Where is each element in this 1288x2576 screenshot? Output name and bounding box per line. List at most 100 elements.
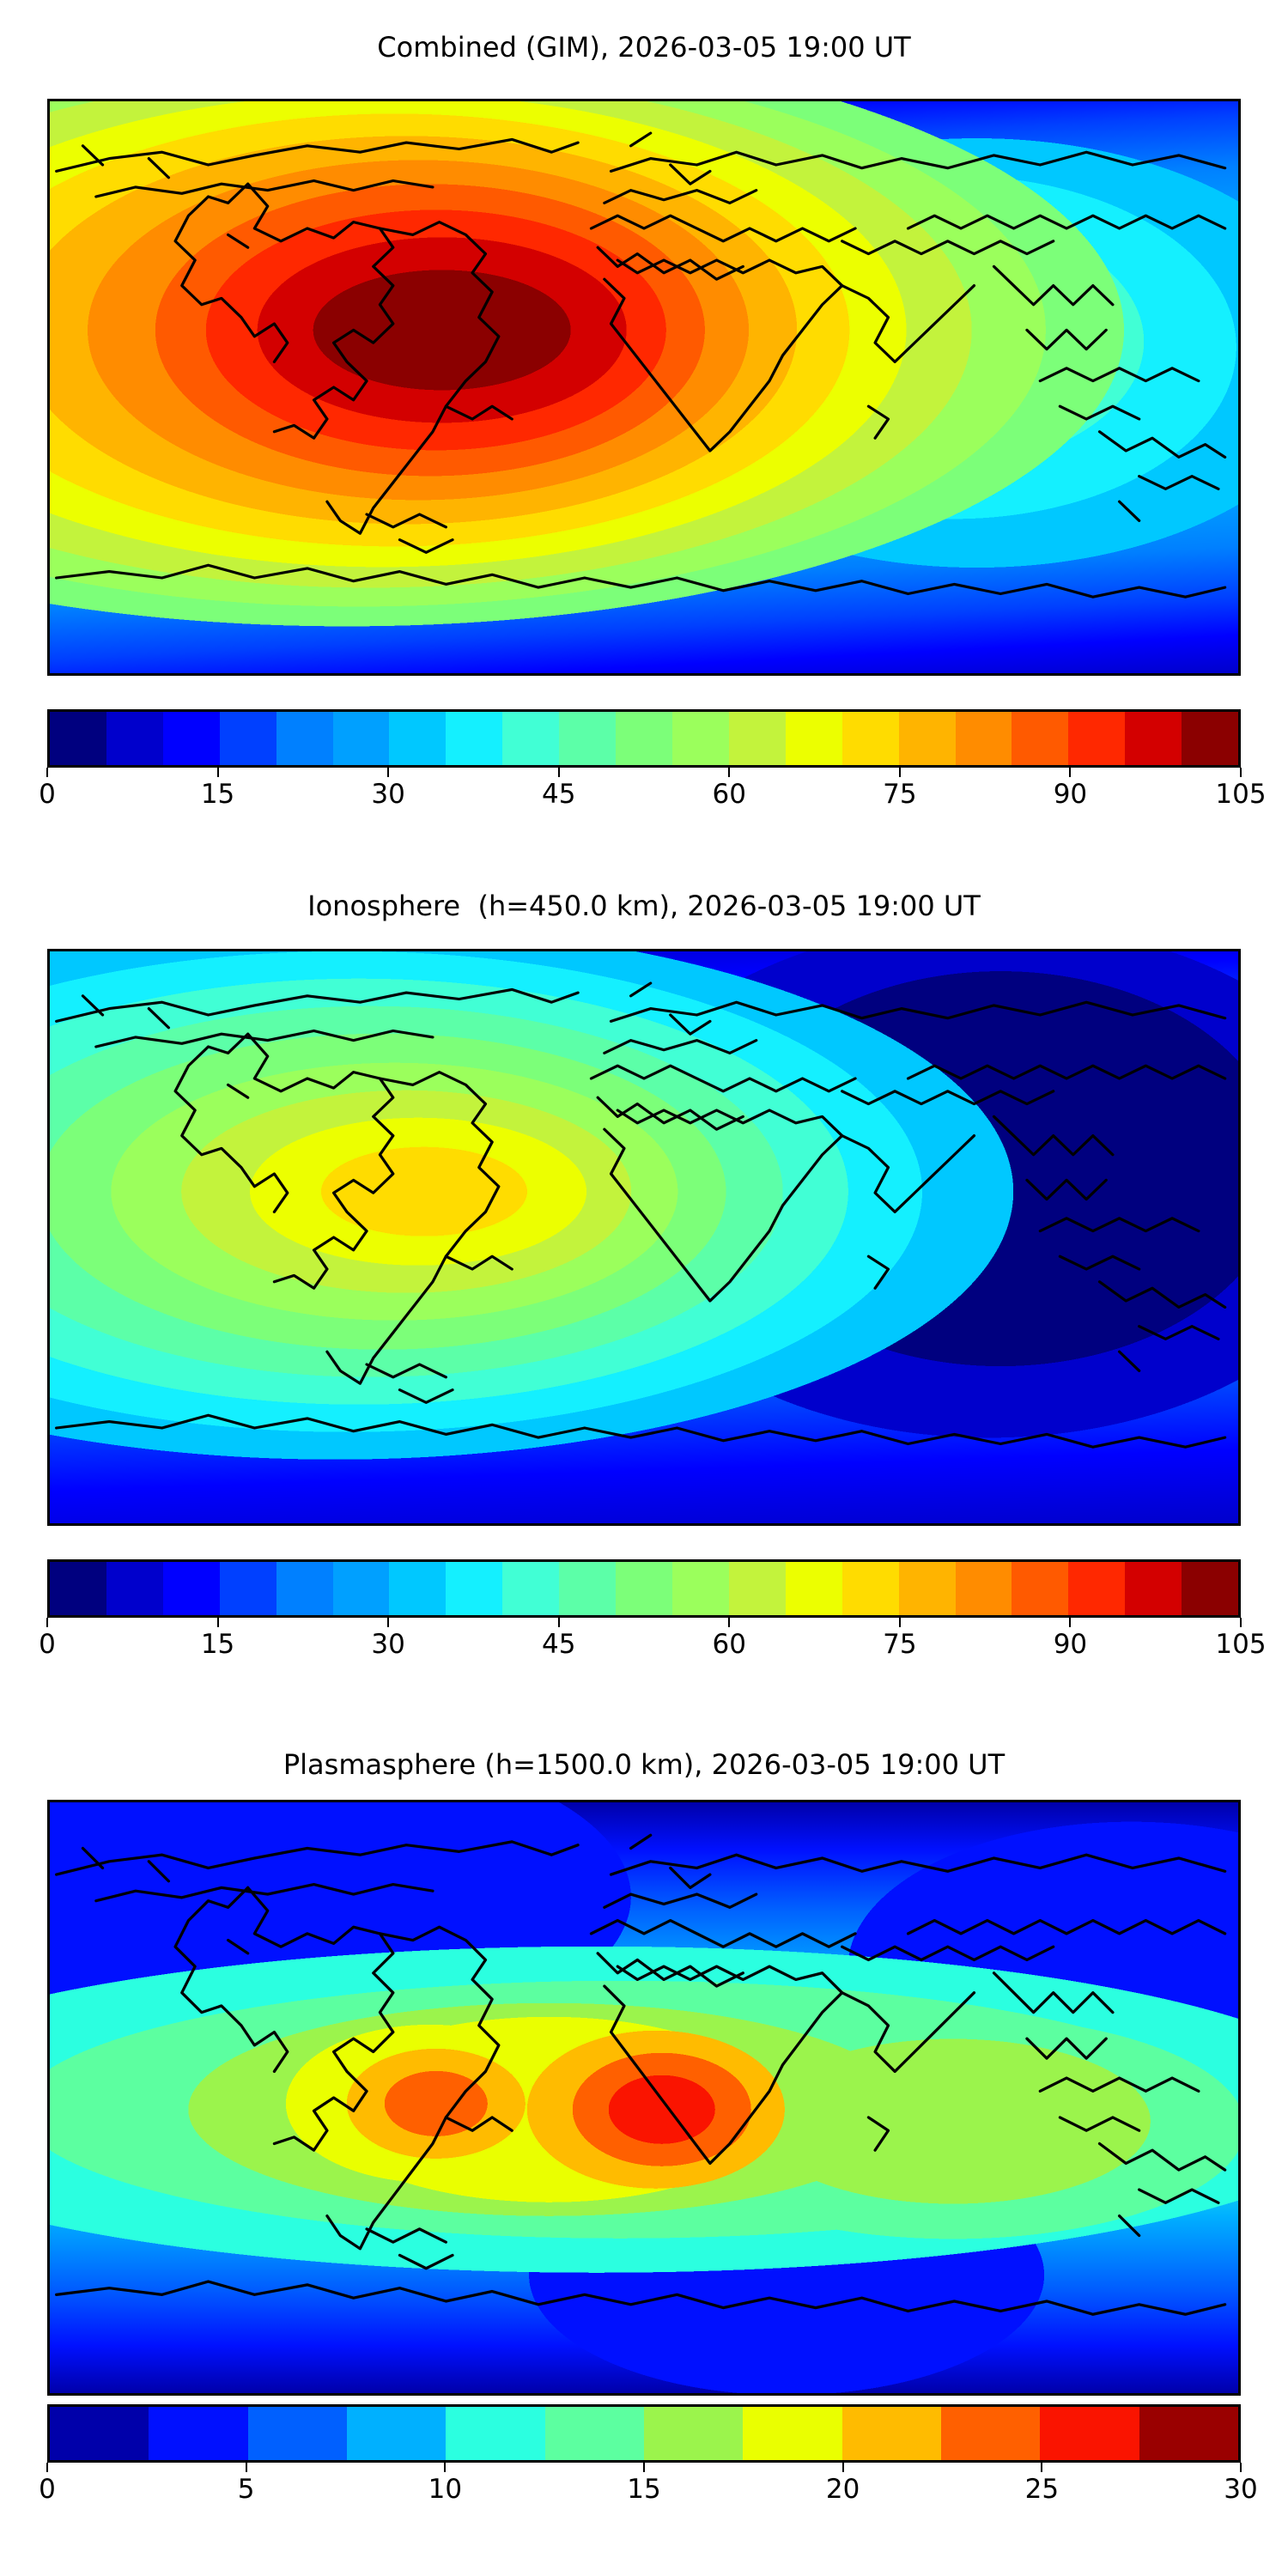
colorbar-tick-label: 5 xyxy=(237,2474,255,2505)
colorbar-band xyxy=(219,1562,276,1615)
colorbar-band xyxy=(162,712,220,765)
colorbar-band xyxy=(643,2407,744,2460)
map-field-combined-gim xyxy=(50,101,1238,673)
colorbar-band xyxy=(149,2407,248,2460)
colorbar-band xyxy=(559,712,617,765)
colorbar-tick-label: 90 xyxy=(1053,1629,1088,1660)
colorbar-tick-label: 105 xyxy=(1215,1629,1267,1660)
coastline-overlay-plasmasphere xyxy=(50,1802,1238,2393)
colorbar-band xyxy=(219,712,276,765)
colorbar-band xyxy=(346,2407,447,2460)
colorbar-tick-label: 75 xyxy=(883,1629,917,1660)
colorbar-band xyxy=(502,1562,560,1615)
colorbar-tick-label: 15 xyxy=(200,1629,235,1660)
colorbar-band xyxy=(841,712,899,765)
colorbar-band xyxy=(1068,712,1126,765)
colorbar-band xyxy=(841,1562,899,1615)
colorbar-band xyxy=(332,1562,390,1615)
map-axes-combined-gim xyxy=(47,99,1241,676)
colorbar-tick-label: 0 xyxy=(39,1629,56,1660)
colorbar-tick-mark xyxy=(643,2463,645,2472)
colorbar-tick-mark xyxy=(898,768,901,777)
colorbar-band xyxy=(616,1562,672,1615)
colorbar-band xyxy=(502,712,560,765)
colorbar-tick-mark xyxy=(46,2463,48,2472)
colorbar-tick-label: 75 xyxy=(883,779,917,810)
colorbar-band xyxy=(1139,2407,1238,2460)
colorbar-tick-mark xyxy=(898,1618,901,1627)
colorbar-tick-mark xyxy=(1041,2463,1043,2472)
colorbar-tick-mark xyxy=(1240,768,1242,777)
colorbar-band xyxy=(276,1562,333,1615)
colorbar-tick-label: 0 xyxy=(39,779,56,810)
colorbar-band xyxy=(276,712,333,765)
colorbar-tick-mark xyxy=(216,768,219,777)
coastline-overlay-combined-gim xyxy=(50,101,1238,673)
colorbar-tick-label: 0 xyxy=(39,2474,56,2505)
colorbar-band xyxy=(898,712,956,765)
colorbar-band xyxy=(50,2407,149,2460)
colorbar-band xyxy=(1040,2407,1139,2460)
colorbar-tick-label: 30 xyxy=(371,1629,405,1660)
map-axes-plasmasphere xyxy=(47,1800,1241,2396)
colorbar-band xyxy=(743,2407,842,2460)
colorbar-tick-mark xyxy=(1240,1618,1242,1627)
panel-title-plasmasphere: Plasmasphere (h=1500.0 km), 2026-03-05 1… xyxy=(283,1748,1005,1781)
colorbar-tick-mark xyxy=(216,1618,219,1627)
colorbar-tick-mark xyxy=(46,1618,48,1627)
colorbar-tick-mark xyxy=(1069,1618,1072,1627)
colorbar-gradient-combined-gim xyxy=(47,709,1241,768)
colorbar-tick-label: 45 xyxy=(541,779,576,810)
colorbar-tick-label: 90 xyxy=(1053,779,1088,810)
colorbar-band xyxy=(728,1562,786,1615)
colorbar-plasmasphere: 0 5 10 15 20 25 30 xyxy=(39,2404,1258,2505)
colorbar-tick-label: 30 xyxy=(1224,2474,1258,2505)
colorbar-band xyxy=(1182,1562,1238,1615)
colorbar-band xyxy=(106,712,163,765)
colorbar-band xyxy=(1182,712,1238,765)
colorbar-band xyxy=(785,1562,842,1615)
colorbar-tick-mark xyxy=(245,2463,247,2472)
tec-contour-field xyxy=(50,101,1238,673)
colorbar-band xyxy=(559,1562,617,1615)
colorbar-tick-label: 30 xyxy=(371,779,405,810)
panel-ionosphere: Ionosphere (h=450.0 km), 2026-03-05 19:0… xyxy=(0,859,1288,1717)
colorbar-band xyxy=(1125,1562,1182,1615)
colorbar-band xyxy=(940,2407,1041,2460)
colorbar-band xyxy=(671,712,729,765)
colorbar-tick-mark xyxy=(1069,768,1072,777)
colorbar-tick-label: 105 xyxy=(1215,779,1267,810)
map-axes-ionosphere xyxy=(47,949,1241,1526)
colorbar-tick-mark xyxy=(387,1618,390,1627)
colorbar-band xyxy=(332,712,390,765)
colorbar-band xyxy=(544,2407,644,2460)
colorbar-tick-label: 60 xyxy=(712,1629,747,1660)
colorbar-band xyxy=(1068,1562,1126,1615)
coastline-overlay-ionosphere xyxy=(50,951,1238,1523)
colorbar-tick-label: 60 xyxy=(712,779,747,810)
colorbar-band xyxy=(106,1562,163,1615)
panel-combined-gim: Combined (GIM), 2026-03-05 19:00 UT xyxy=(0,0,1288,859)
colorbar-tick-label: 25 xyxy=(1024,2474,1060,2505)
colorbar-tick-mark xyxy=(728,1618,731,1627)
colorbar-tick-label: 15 xyxy=(200,779,235,810)
colorbar-gradient-ionosphere xyxy=(47,1559,1241,1618)
colorbar-band xyxy=(50,1562,106,1615)
map-field-plasmasphere xyxy=(50,1802,1238,2393)
colorbar-band xyxy=(247,2407,347,2460)
colorbar-tick-mark xyxy=(841,2463,844,2472)
colorbar-tick-label: 10 xyxy=(428,2474,463,2505)
colorbar-band xyxy=(446,2407,545,2460)
colorbar-band xyxy=(1125,712,1182,765)
colorbar-tick-mark xyxy=(444,2463,447,2472)
tec-contour-field xyxy=(50,1802,1238,2393)
colorbar-tick-mark xyxy=(1240,2463,1242,2472)
colorbar-band xyxy=(446,1562,503,1615)
panel-title-ionosphere: Ionosphere (h=450.0 km), 2026-03-05 19:0… xyxy=(307,890,981,922)
colorbar-tick-mark xyxy=(46,768,48,777)
colorbar-ionosphere: 0 15 30 45 60 75 90 105 xyxy=(39,1559,1267,1660)
colorbar-band xyxy=(785,712,842,765)
colorbar-tick-label: 20 xyxy=(825,2474,860,2505)
colorbar-band xyxy=(955,712,1012,765)
